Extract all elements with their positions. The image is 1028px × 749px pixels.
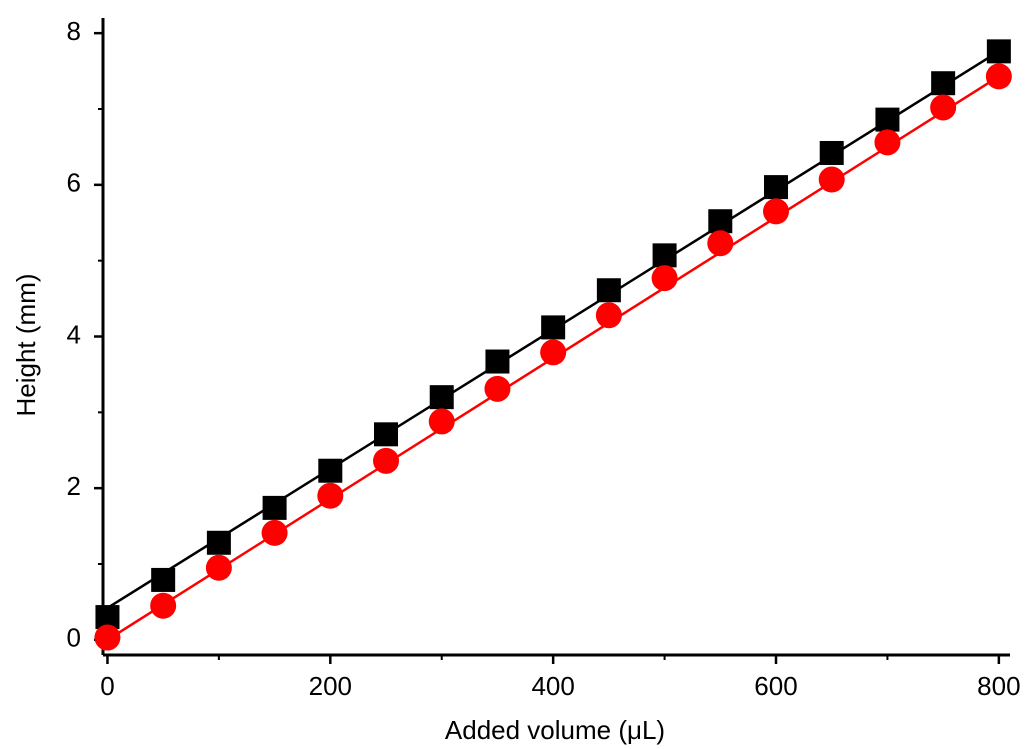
x-axis-label: Added volume (μL): [445, 715, 665, 745]
marker: [651, 265, 678, 292]
marker: [429, 385, 454, 410]
marker: [930, 94, 957, 121]
marker: [541, 315, 566, 340]
marker: [763, 198, 790, 225]
marker: [708, 209, 733, 234]
marker: [875, 107, 900, 132]
marker: [150, 592, 177, 619]
marker: [540, 339, 567, 366]
y-tick-label: 8: [67, 16, 81, 46]
marker: [484, 375, 511, 402]
marker: [428, 408, 455, 435]
marker: [595, 302, 622, 329]
marker: [874, 129, 901, 156]
y-axis-label: Height (mm): [11, 273, 41, 416]
marker: [205, 554, 232, 581]
y-tick-label: 0: [67, 623, 81, 653]
x-tick-label: 600: [754, 671, 797, 701]
y-tick-label: 4: [67, 319, 81, 349]
marker: [317, 482, 344, 509]
marker: [206, 530, 231, 555]
marker: [818, 166, 845, 193]
marker: [986, 39, 1011, 64]
marker: [374, 422, 399, 447]
marker: [764, 175, 789, 200]
marker: [151, 567, 176, 592]
x-tick-label: 400: [531, 671, 574, 701]
x-tick-label: 800: [977, 671, 1020, 701]
x-tick-label: 200: [309, 671, 352, 701]
marker: [318, 458, 343, 483]
marker: [707, 230, 734, 257]
marker: [931, 71, 956, 96]
marker: [985, 63, 1012, 90]
marker: [485, 349, 510, 374]
marker: [94, 624, 121, 651]
x-tick-label: 0: [100, 671, 114, 701]
marker: [262, 495, 287, 520]
marker: [819, 140, 844, 165]
y-tick-label: 6: [67, 168, 81, 198]
y-tick-label: 2: [67, 471, 81, 501]
marker: [261, 519, 288, 546]
marker: [652, 243, 677, 268]
marker: [596, 278, 621, 303]
marker: [373, 447, 400, 474]
